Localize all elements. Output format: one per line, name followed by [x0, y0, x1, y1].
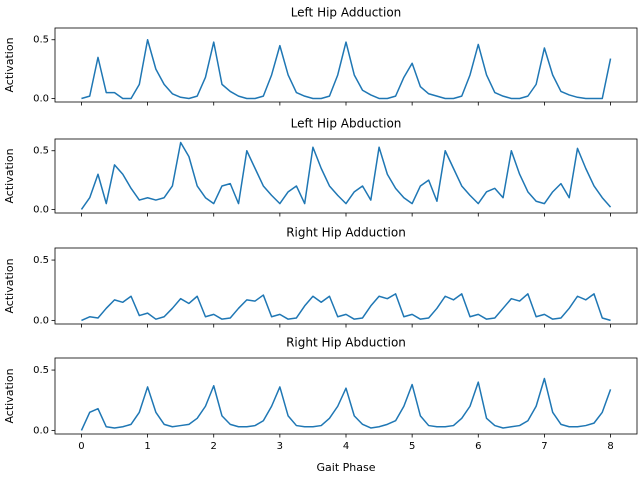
axes-frame	[54, 138, 638, 214]
x-tick-label: 5	[409, 441, 415, 452]
subplot-title: Right Hip Abduction	[286, 336, 406, 350]
y-axis-label: Activation	[3, 258, 16, 313]
x-tick-label: 1	[144, 441, 150, 452]
x-axis-label: Gait Phase	[317, 461, 376, 474]
axes-frame	[54, 247, 638, 325]
x-tick-label: 0	[78, 441, 84, 452]
subplot-title: Left Hip Abduction	[291, 117, 402, 131]
data-line	[80, 141, 612, 210]
y-axis-label: Activation	[3, 148, 16, 203]
y-tick-label: 0.5	[33, 255, 49, 266]
y-tick-label: 0.0	[33, 93, 49, 104]
x-tick-label: 4	[343, 441, 349, 452]
x-tick-label: 6	[475, 441, 481, 452]
subplot-title: Right Hip Adduction	[286, 226, 406, 240]
subplot-title: Left Hip Adduction	[291, 6, 402, 20]
y-tick-label: 0.0	[33, 425, 49, 436]
x-tick-label: 8	[607, 441, 613, 452]
data-line	[81, 293, 611, 322]
x-tick-label: 7	[541, 441, 547, 452]
axes-frame	[54, 357, 638, 435]
y-tick-label: 0.5	[33, 35, 49, 46]
x-tick-label: 2	[211, 441, 217, 452]
y-tick-label: 0.5	[33, 146, 49, 157]
y-tick-label: 0.0	[33, 204, 49, 215]
data-line	[81, 39, 612, 100]
data-line	[80, 377, 612, 431]
x-tick-label: 3	[277, 441, 283, 452]
y-axis-label: Activation	[3, 368, 16, 423]
axes-frame	[54, 27, 638, 103]
y-tick-label: 0.5	[33, 365, 49, 376]
y-tick-label: 0.0	[33, 315, 49, 326]
y-axis-label: Activation	[3, 37, 16, 92]
